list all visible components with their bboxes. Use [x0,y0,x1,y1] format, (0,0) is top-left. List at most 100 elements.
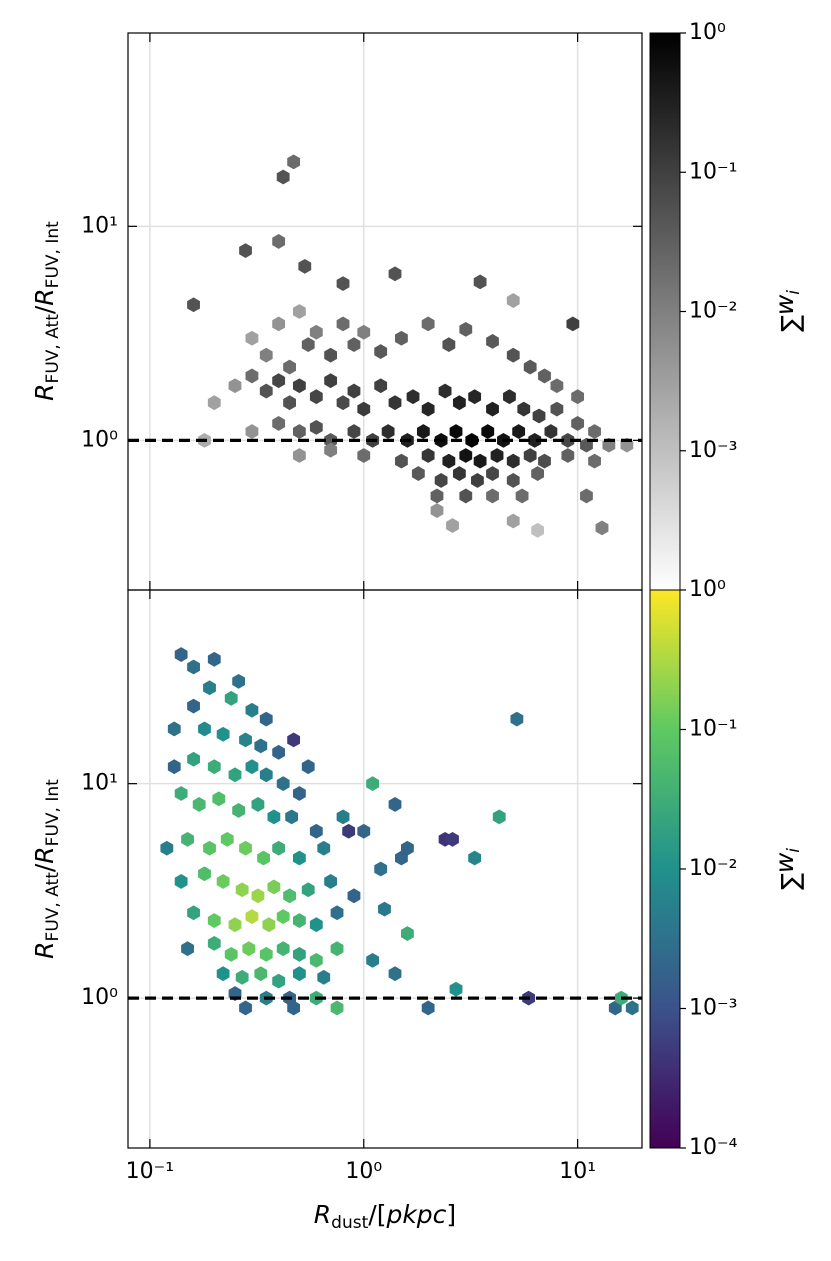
hexbin-cell [245,909,259,924]
hexbin-cell [228,767,242,783]
hexbin-cell [309,389,323,405]
hexbin-cell [317,840,331,856]
hexbin-cell [388,797,402,812]
plot-area [128,33,642,590]
hexbin-cell [421,401,435,417]
hexbin-cell [490,448,504,463]
hexbin-cell [276,776,290,792]
colorbar-label: ∑wi [770,848,805,890]
hexbin-cell [347,383,361,399]
hexbin-cell [207,935,221,951]
hexbin-cell [481,424,495,439]
axes-frame [127,32,643,591]
hexbin-cell [292,946,306,962]
hexbin-cell [336,316,350,332]
hexbin-cell [430,503,444,518]
hexbin-cell [357,448,371,463]
hexbin-cell [292,850,306,866]
hexbin-cell [198,866,211,882]
hexbin-cell [187,698,200,714]
x-tick-label: 10⁰ [345,1159,382,1184]
plot-area [128,590,642,1148]
hexbin-cell [510,711,524,727]
hexbin-cell [287,154,301,170]
hexbin-cell [625,1000,639,1016]
hexbin-cell [285,809,299,825]
x-tick-label: 10¹ [559,1159,596,1184]
hexbin-cell [245,330,259,346]
hexbin-cell [212,791,226,807]
hexbin-cell [411,466,425,481]
hexbin-cell [506,473,520,488]
hexbin-cell [309,952,323,968]
x-tick-label: 10⁻¹ [126,1159,174,1184]
hexbin-cell [381,424,395,439]
hexbin-cell [292,966,306,982]
hexbin-cell [272,234,286,249]
hexbin-cell [438,383,452,399]
hexbin-cell [595,520,609,536]
y-axis-label: RFUV, Att/RFUV, Int [30,221,63,401]
hexbin-cell [395,330,408,346]
hexbin-cell [492,809,506,825]
hexbin-cell [486,466,499,481]
hexbin-cell [245,368,259,384]
hexbin-cell [167,721,181,737]
hexbin-cell [174,647,188,662]
hexbin-cell [357,401,371,417]
hexbin-cell [207,913,221,928]
hexbin-cell [571,389,585,405]
hexbin-cell [378,901,391,917]
hexbin-cell [167,759,181,775]
hexbin-cell [449,981,463,997]
hexbin-cell [347,888,361,904]
hexbin-cell [309,823,323,839]
hexbin-cell [336,276,350,291]
hexbin-cell [216,726,230,742]
hexbin-cell [324,373,338,389]
hexbin-cell [245,702,259,718]
colorbar-tick-label: 10⁻¹ [689,159,737,184]
hexbin-cell [239,840,252,856]
hexbin-cell [538,453,551,469]
hexbin-cell [580,488,593,504]
hexbin-cell [473,453,487,469]
hexbin-cell [395,850,408,866]
colorbar [649,32,681,591]
hexbin-cell [254,738,268,754]
hexbin-cell [309,917,323,933]
hexbin-cell [187,297,200,313]
y-axis-label: RFUV, Att/RFUV, Int [30,779,63,959]
hexbin-cell [550,401,564,417]
hexbin-cell [506,347,520,363]
hexbin-cell [251,888,265,904]
hexbin-cell [207,395,221,411]
y-tick-label: 10¹ [81,213,118,238]
hexbin-cell [181,831,194,847]
hexbin-cell [388,966,402,982]
hexbin-cell [220,831,234,847]
hexbin-cell [459,321,473,337]
hexbin-cell [272,316,286,332]
hexbin-cell [187,905,200,921]
hexbin-cell [272,840,286,856]
hexbin-cell [416,424,430,439]
hexbin-cell [192,797,206,812]
hexbin-cell [401,840,414,856]
hexbin-cell [187,751,200,767]
hexbin-cell [242,941,256,957]
hexbin-cell [486,401,499,417]
y-tick-label: 10¹ [81,771,118,796]
hexbin-cell [301,337,315,353]
hexbin-cell [174,874,188,889]
colorbar-tick-label: 10⁻³ [689,438,737,463]
hexbin-cell [336,809,350,825]
hexbin-cell [276,909,290,924]
hexbin-cell [228,917,242,933]
colorbar-tick-label: 10⁻⁴ [689,1135,738,1160]
hexbin-cell [239,243,252,259]
hexbin-cell [309,324,323,340]
hexbin-cell [561,448,575,463]
hexbin-cell [523,359,537,375]
